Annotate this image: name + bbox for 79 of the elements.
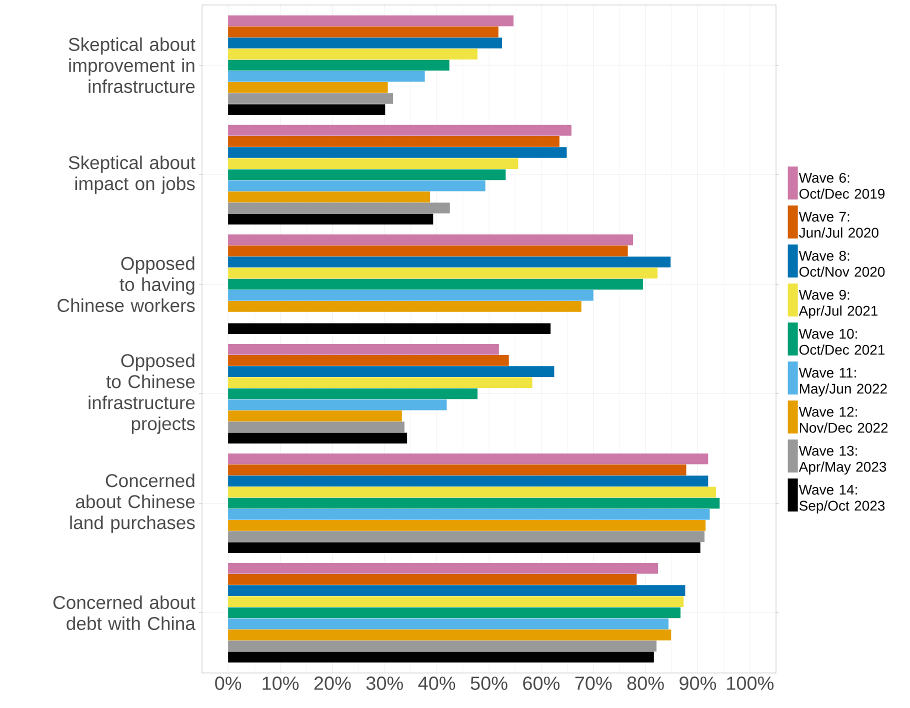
bar: [228, 48, 478, 60]
bar: [228, 180, 486, 192]
bar: [228, 388, 478, 400]
legend-label: Wave 10: Oct/Dec 2021: [798, 328, 884, 355]
bar: [228, 508, 710, 520]
bar: [228, 520, 706, 531]
bar: [228, 323, 551, 334]
bar: [228, 290, 594, 301]
bar: [228, 377, 532, 388]
y-tick-label: Concerned about debt with China: [53, 595, 196, 630]
bar: [228, 104, 386, 116]
bar: [228, 422, 404, 432]
bar: [228, 70, 425, 82]
bar: [228, 486, 716, 498]
bar: [228, 596, 684, 608]
bar: [228, 630, 672, 640]
y-tick-label: Opposed to Chinese infrastructure projects: [88, 354, 195, 434]
bar: [228, 585, 686, 596]
bar: [228, 574, 637, 585]
bar: [228, 93, 393, 104]
bar: [228, 410, 402, 422]
legend-label: Wave 6: Oct/Dec 2019: [798, 172, 885, 199]
bar: [228, 652, 654, 663]
x-tick-label: 30%: [366, 676, 403, 690]
bar: [228, 82, 388, 93]
x-tick-label: 0%: [215, 676, 242, 690]
bar: [228, 355, 509, 366]
bar: [228, 618, 669, 630]
legend-label: Wave 14: Sep/Oct 2023: [798, 484, 885, 514]
legend-label: Wave 7: Jun/Jul 2020: [798, 212, 878, 238]
bar: [228, 26, 498, 38]
bar: [228, 38, 502, 48]
bar: [228, 399, 447, 410]
bar: [228, 234, 634, 246]
bar: [228, 169, 506, 180]
bar: [228, 202, 450, 214]
bar: [228, 344, 499, 355]
bar: [228, 640, 657, 652]
x-tick-label: 60%: [523, 676, 560, 690]
bar: [228, 531, 705, 542]
bar: [228, 192, 430, 202]
y-tick-label: Concerned about Chinese land purchases: [70, 474, 195, 533]
bar: [228, 278, 643, 290]
x-tick-label: 20%: [314, 676, 351, 690]
bar: [228, 498, 720, 509]
y-tick-label: Skeptical about improvement in infrastructure: [68, 37, 196, 94]
bar: [228, 124, 572, 136]
y-tick-label: Skeptical about impact on jobs: [68, 156, 196, 194]
x-tick-label: 100%: [727, 676, 774, 690]
bar: [228, 464, 686, 476]
legend-label: Wave 13: Apr/May 2023: [798, 446, 886, 475]
legend-label: Wave 12: Nov/Dec 2022: [798, 406, 888, 433]
x-tick-label: 10%: [262, 676, 299, 690]
bar: [228, 256, 671, 268]
bar: [228, 214, 434, 225]
bar: [228, 268, 658, 279]
bar: [228, 246, 628, 256]
x-tick-label: 50%: [470, 676, 508, 690]
bar: [228, 453, 708, 464]
x-tick-label: 40%: [418, 676, 456, 690]
bar: [228, 476, 708, 486]
bar: [228, 147, 567, 158]
legend-label: Wave 11: May/Jun 2022: [798, 368, 887, 396]
legend-label: Wave 9: Apr/Jul 2021: [798, 290, 878, 319]
bar: [228, 432, 408, 444]
bar: [228, 542, 700, 554]
bar: [228, 607, 681, 618]
bar: [228, 301, 582, 312]
x-tick-label: 70%: [575, 676, 612, 690]
bar: [228, 136, 560, 147]
bar: [228, 562, 658, 574]
x-tick-label: 90%: [680, 676, 716, 690]
legend-label: Wave 8: Oct/Nov 2020: [798, 250, 885, 277]
bar: [228, 366, 554, 377]
bar: [228, 158, 518, 170]
bar: [228, 60, 450, 71]
bar: [228, 15, 514, 26]
x-tick-label: 80%: [627, 676, 664, 690]
y-tick-label: Opposed to having Chinese workers: [58, 256, 195, 312]
